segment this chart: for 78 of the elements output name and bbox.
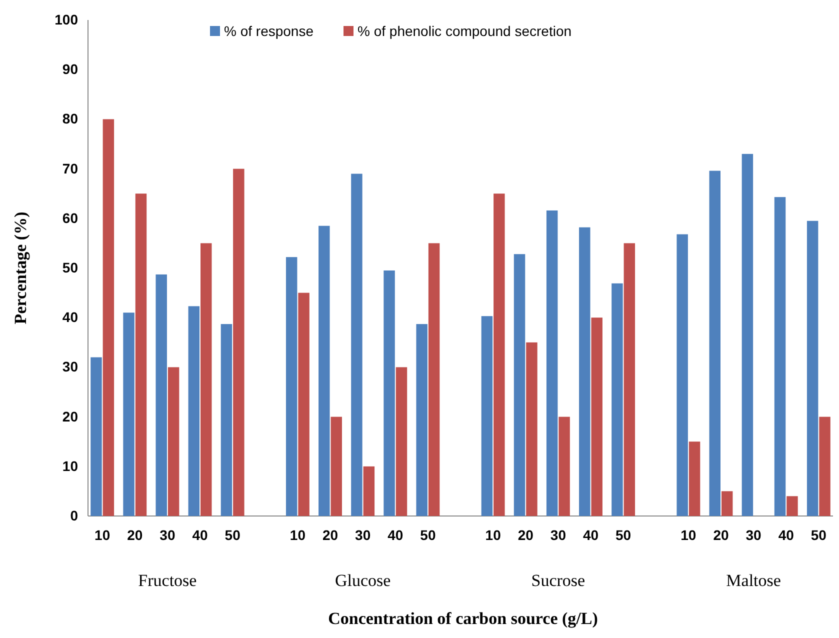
bar <box>624 243 636 516</box>
x-tick-label: 30 <box>550 526 566 543</box>
bar <box>774 197 786 516</box>
x-tick-label: 40 <box>192 526 208 543</box>
x-tick-label: 10 <box>485 526 502 543</box>
bar <box>200 243 212 516</box>
bar <box>819 416 830 516</box>
bar <box>709 170 720 516</box>
bar <box>90 357 102 516</box>
bar <box>363 466 375 516</box>
x-tick-label: 50 <box>616 526 632 543</box>
y-tick-label: 70 <box>62 160 78 176</box>
bar <box>428 243 440 516</box>
x-tick-label: 20 <box>713 526 729 543</box>
bar <box>102 119 114 516</box>
text: Sucrose <box>531 571 586 590</box>
bar <box>721 491 733 516</box>
y-tick-label: 30 <box>62 358 78 375</box>
bar <box>188 306 200 516</box>
bar <box>514 254 526 516</box>
y-tick-label: 80 <box>62 110 78 127</box>
y-tick-label: 10 <box>62 458 78 474</box>
bar <box>135 194 147 516</box>
x-tick-label: 50 <box>810 526 827 543</box>
x-tick-label: 20 <box>127 526 143 543</box>
bar <box>579 227 590 516</box>
bar <box>298 292 310 516</box>
bar <box>612 283 623 516</box>
y-tick-label: 0 <box>70 507 78 524</box>
x-tick-label: 50 <box>224 526 241 543</box>
bar <box>688 442 700 516</box>
x-tick-label: 40 <box>388 526 404 543</box>
text: Glucose <box>334 571 391 590</box>
bar <box>558 416 570 516</box>
legend-label: % of phenolic compound secretion <box>358 23 572 39</box>
bar <box>494 194 505 516</box>
bar <box>481 316 493 516</box>
y-tick-label: 20 <box>62 408 78 424</box>
bar <box>233 168 244 516</box>
bar <box>156 274 167 516</box>
x-tick-label: 50 <box>420 526 436 543</box>
x-tick-label: 20 <box>322 526 338 543</box>
bar <box>220 324 232 516</box>
x-axis-title: Concentration of carbon source (g/L) <box>328 609 598 628</box>
bar <box>330 416 342 516</box>
text: Maltose <box>726 571 781 590</box>
x-tick-label: 30 <box>355 526 371 543</box>
y-tick-label: 100 <box>54 11 78 28</box>
bar <box>591 318 602 516</box>
bar <box>806 220 818 516</box>
bar <box>384 270 395 516</box>
bar <box>286 257 298 516</box>
y-tick-label: 50 <box>62 259 78 276</box>
bar <box>318 226 330 516</box>
x-tick-label: 20 <box>518 526 534 543</box>
bar <box>676 234 688 516</box>
x-tick-label: 30 <box>160 526 176 543</box>
bar <box>168 367 180 516</box>
x-tick-label: 10 <box>290 526 306 543</box>
bar <box>416 324 428 516</box>
y-axis-title: Percentage (%) <box>11 212 30 324</box>
bar <box>546 210 558 516</box>
bar <box>742 154 754 516</box>
y-tick-label: 60 <box>62 210 78 226</box>
x-tick-label: 10 <box>680 526 696 543</box>
y-tick-label: 40 <box>62 309 78 326</box>
x-tick-label: 30 <box>746 526 762 543</box>
x-tick-label: 40 <box>778 526 794 543</box>
x-tick-label: 40 <box>582 526 599 543</box>
bar <box>786 496 798 516</box>
x-tick-label: 10 <box>94 526 110 543</box>
bar <box>351 174 362 516</box>
bar <box>123 312 134 516</box>
bar <box>526 342 538 516</box>
text: Fructose <box>138 571 197 590</box>
bar <box>396 367 408 516</box>
y-tick-label: 90 <box>62 61 78 78</box>
legend-label: % of response <box>224 23 314 39</box>
